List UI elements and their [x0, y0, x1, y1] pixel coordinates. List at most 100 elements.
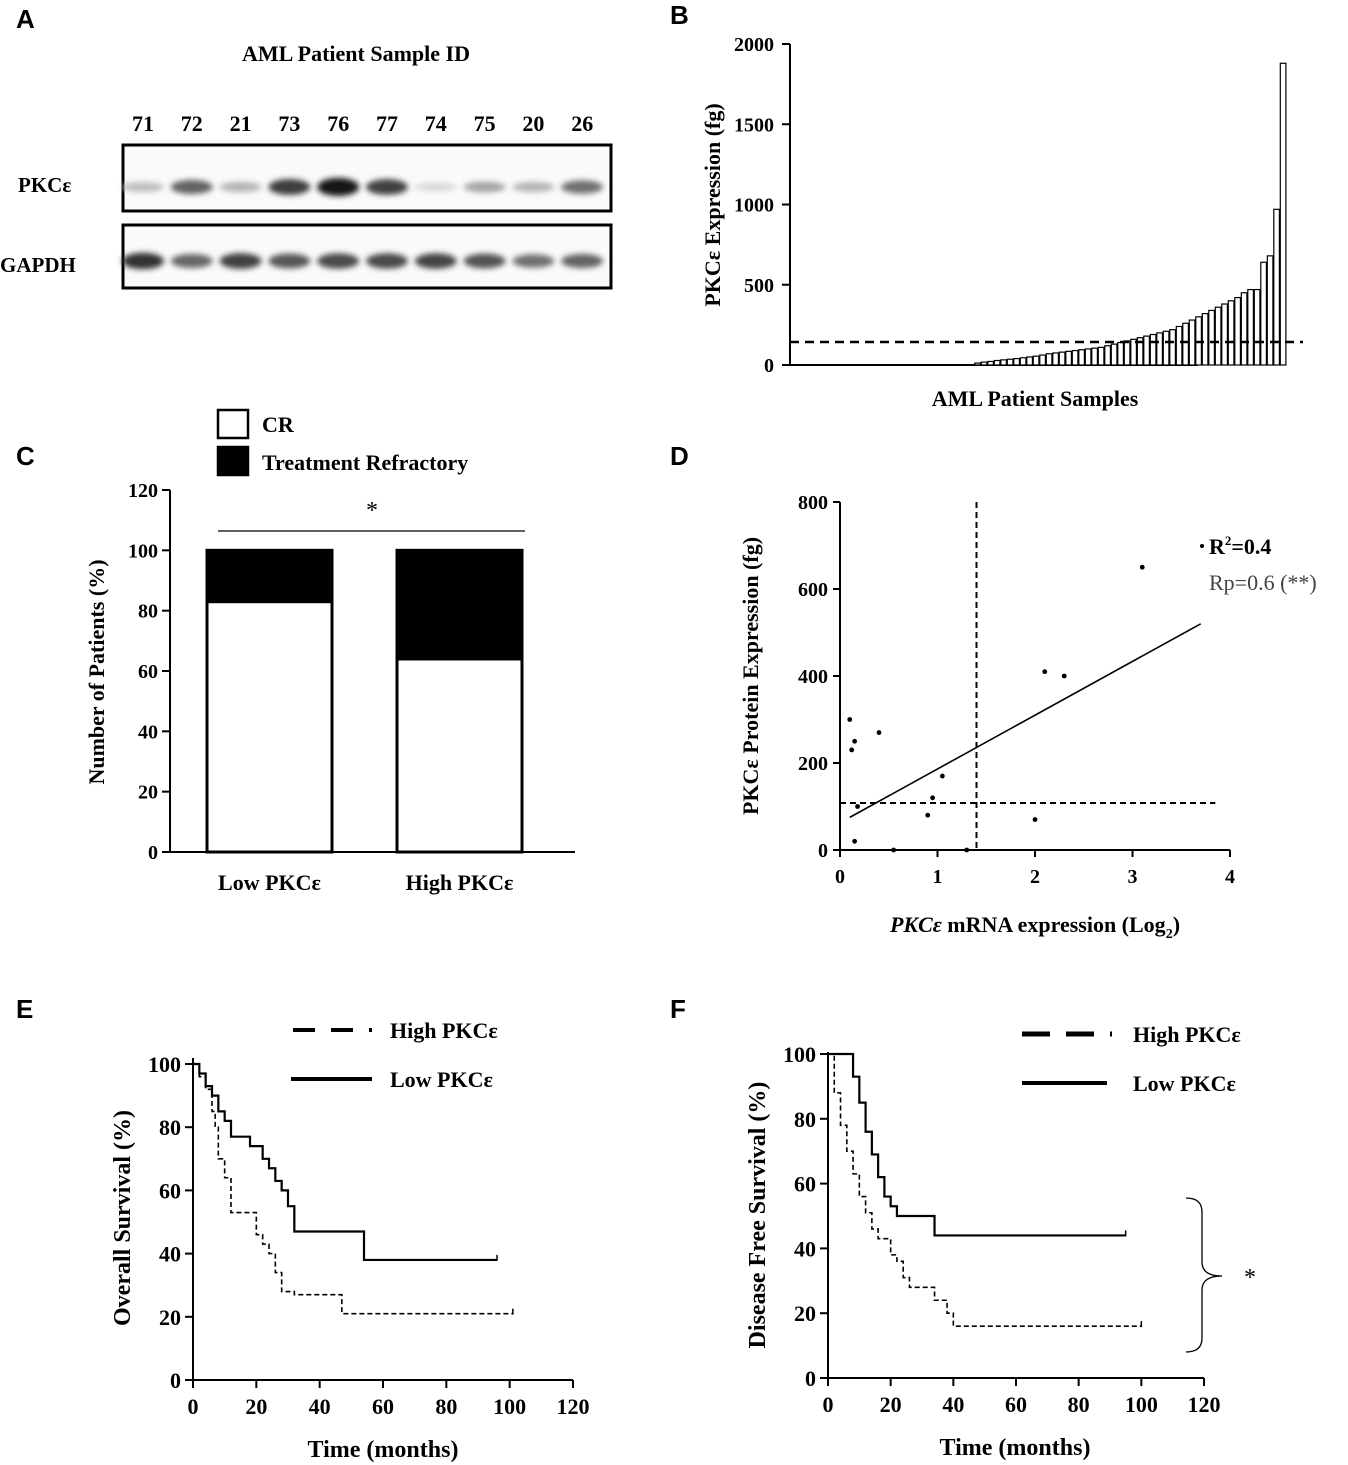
d-point [1032, 817, 1038, 822]
f-x-tick-label: 80 [1068, 1392, 1090, 1417]
f-x-tick-label: 0 [823, 1392, 834, 1417]
b-bar [1227, 300, 1235, 366]
b-bar [1169, 329, 1177, 366]
blot-band [561, 253, 604, 269]
d-point [891, 847, 897, 853]
d-y-tick-label: 600 [798, 579, 828, 601]
b-bar [1000, 359, 1007, 366]
panel-a: A AML Patient Sample ID 71 72 21 73 76 77 74 75… [0, 4, 613, 290]
b-bar [974, 362, 981, 366]
b-y-tick-label: 1500 [734, 114, 774, 136]
b-bar [1130, 338, 1138, 366]
d-y-tick-label: 800 [798, 492, 828, 514]
panel-e: E High PKCε Low PKCε 0 20 40 60 80 100 120 0 20 4… [16, 994, 590, 1463]
blot-band [561, 180, 604, 194]
b-bar [1097, 346, 1105, 366]
d-y-tick-label: 200 [798, 753, 828, 775]
blot-band [512, 181, 555, 193]
e-y-tick-label: 0 [170, 1368, 181, 1393]
e-curve-low [193, 1062, 497, 1262]
c-significance-mark: * [366, 498, 378, 524]
b-bar [1279, 62, 1287, 366]
panel-c: C CR Treatment Refractory 0 20 40 60 80 100 12… [16, 408, 575, 895]
d-x-tick-label: 4 [1225, 866, 1235, 888]
f-x-tick-label: 120 [1188, 1392, 1221, 1417]
d-point [925, 812, 931, 818]
f-y-tick-label: 100 [783, 1042, 816, 1067]
b-bar [1091, 347, 1099, 366]
b-y-label: PKCε Expression (fg) [700, 103, 725, 306]
d-point [852, 738, 858, 744]
b-bar [1182, 322, 1190, 366]
c-bar-segment [395, 548, 524, 661]
c-y-tick-label: 80 [138, 601, 158, 623]
b-bar [1026, 356, 1034, 366]
blot-title: AML Patient Sample ID [242, 41, 470, 66]
b-bar [1208, 309, 1216, 366]
d-stat-bullet [1200, 544, 1204, 548]
blot-band [414, 182, 457, 192]
e-y-tick-label: 40 [159, 1242, 181, 1267]
c-y-label: Number of Patients (%) [84, 559, 109, 784]
e-x-tick-label: 0 [188, 1394, 199, 1419]
blot-membrane-pkce [121, 143, 613, 213]
blot-band [170, 179, 213, 195]
b-bar [1123, 340, 1131, 366]
blot-band [170, 254, 213, 268]
d-x-label: PKCε mRNA expression (Log2) [889, 912, 1180, 942]
b-bar [1273, 208, 1281, 366]
f-curve-high [828, 1053, 1142, 1327]
b-bar [1214, 306, 1222, 366]
b-y-tick-label: 1000 [734, 195, 774, 217]
e-x-label: Time (months) [308, 1437, 459, 1463]
b-bar [1188, 319, 1196, 366]
f-y-tick-label: 80 [794, 1107, 816, 1132]
b-bars [974, 62, 1287, 366]
b-bar [1156, 332, 1164, 366]
c-y-tick-label: 120 [128, 480, 158, 502]
lane-labels: 71 72 21 73 76 77 74 75 20 26 [132, 111, 593, 136]
c-bar-segment [205, 600, 334, 854]
c-y-tick-label: 60 [138, 661, 158, 683]
c-y-tick-label: 40 [138, 721, 158, 743]
lane-label: 77 [376, 111, 398, 136]
panel-f: F High PKCε Low PKCε 0 20 40 60 80 100 120 0 20 4… [670, 994, 1256, 1461]
blot-band [122, 252, 164, 270]
b-bar [1240, 292, 1248, 366]
f-y-tick-label: 0 [805, 1366, 816, 1391]
c-category-label: High PKCε [406, 870, 514, 895]
f-y-tick-label: 20 [794, 1301, 816, 1326]
b-bar [1071, 349, 1079, 366]
panel-letter-d: D [670, 441, 689, 471]
c-bars: Low PKCε High PKCε [205, 548, 524, 895]
d-point [930, 795, 936, 801]
lane-label: 26 [571, 111, 593, 136]
d-point [876, 730, 882, 735]
e-x-tick-label: 20 [245, 1394, 267, 1419]
e-x-tick-label: 40 [309, 1394, 331, 1419]
d-point [849, 747, 855, 753]
blot-band [463, 253, 506, 269]
c-bar-segment [205, 548, 334, 604]
c-y-tick-label: 20 [138, 782, 158, 804]
blot-row-label-pkce: PKCε [18, 173, 71, 197]
d-point [939, 773, 945, 779]
e-x-tick-label: 100 [493, 1394, 526, 1419]
d-point [1061, 673, 1067, 679]
f-significance-bracket [1185, 1197, 1223, 1353]
d-regression-line [849, 623, 1202, 819]
blot-band [219, 181, 262, 193]
d-point [855, 804, 860, 809]
b-bar [1110, 343, 1118, 366]
blot-band [366, 179, 408, 195]
f-ticks: 0 20 40 60 80 100 120 0 20 40 60 80 100 [783, 1042, 1221, 1417]
lane-label: 74 [425, 111, 447, 136]
b-bar [1013, 357, 1020, 366]
d-y-label: PKCε Protein Expression (fg) [738, 537, 763, 815]
c-legend-label-cr: CR [262, 412, 295, 437]
c-y-ticks: 0 20 40 60 80 100 120 [128, 480, 170, 864]
b-x-label: AML Patient Samples [932, 386, 1139, 411]
d-ticks: 0 1 2 3 4 0 200 400 600 800 [798, 492, 1235, 888]
f-significance-mark: * [1244, 1265, 1256, 1291]
